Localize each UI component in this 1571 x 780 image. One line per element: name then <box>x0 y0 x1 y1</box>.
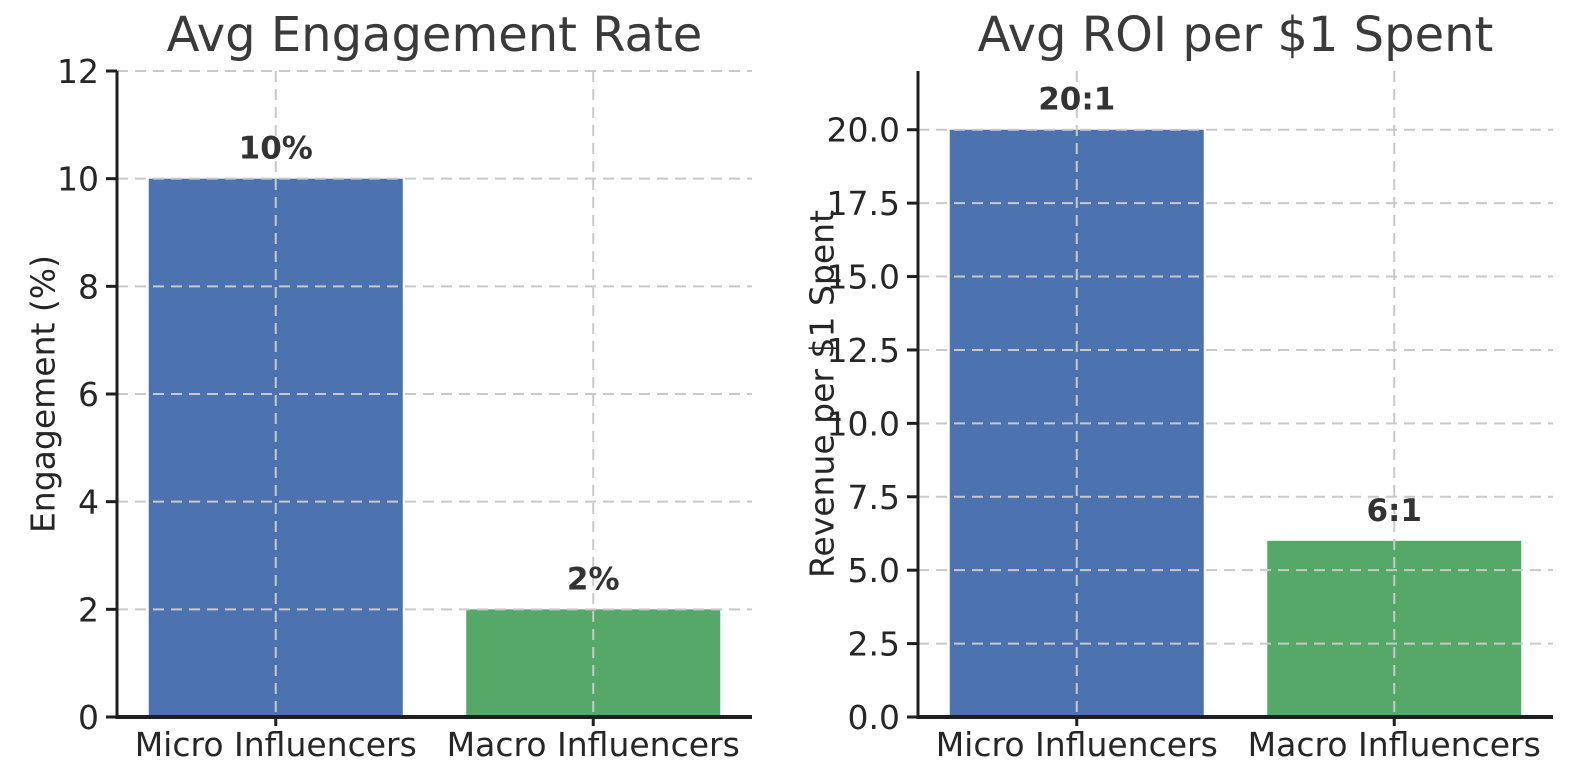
y-tick-label: 12 <box>57 52 99 91</box>
y-tick-label: 20.0 <box>827 111 900 150</box>
y-tick-label: 7.5 <box>848 478 900 517</box>
y-tick-label: 17.5 <box>827 184 900 223</box>
x-category-label: Micro Influencers <box>135 725 417 764</box>
bar-value-label: 20:1 <box>1038 82 1115 118</box>
engagement-chart-title: Avg Engagement Rate <box>166 7 703 63</box>
y-tick-label: 12.5 <box>827 331 900 370</box>
bar-micro-influencers <box>148 178 403 717</box>
y-tick-label: 10.0 <box>827 404 900 443</box>
y-tick-label: 5.0 <box>848 551 900 590</box>
y-tick-label: 2.5 <box>848 625 900 664</box>
bar-macro-influencers <box>466 609 721 717</box>
y-tick-label: 6 <box>78 375 99 414</box>
y-tick-label: 0 <box>78 698 99 737</box>
x-category-label: Macro Influencers <box>447 725 740 764</box>
bar-value-label: 10% <box>239 131 313 167</box>
x-category-label: Macro Influencers <box>1248 725 1541 764</box>
y-tick-label: 4 <box>78 483 99 522</box>
y-tick-label: 0.0 <box>848 698 900 737</box>
roi-chart-title: Avg ROI per $1 Spent <box>977 7 1494 63</box>
bar-value-label: 6:1 <box>1366 493 1422 529</box>
y-tick-label: 10 <box>57 160 99 199</box>
x-category-label: Micro Influencers <box>936 725 1218 764</box>
y-tick-label: 8 <box>78 267 99 306</box>
bar-value-label: 2% <box>567 561 620 597</box>
y-tick-label: 2 <box>78 590 99 629</box>
y-tick-label: 15.0 <box>827 258 900 297</box>
